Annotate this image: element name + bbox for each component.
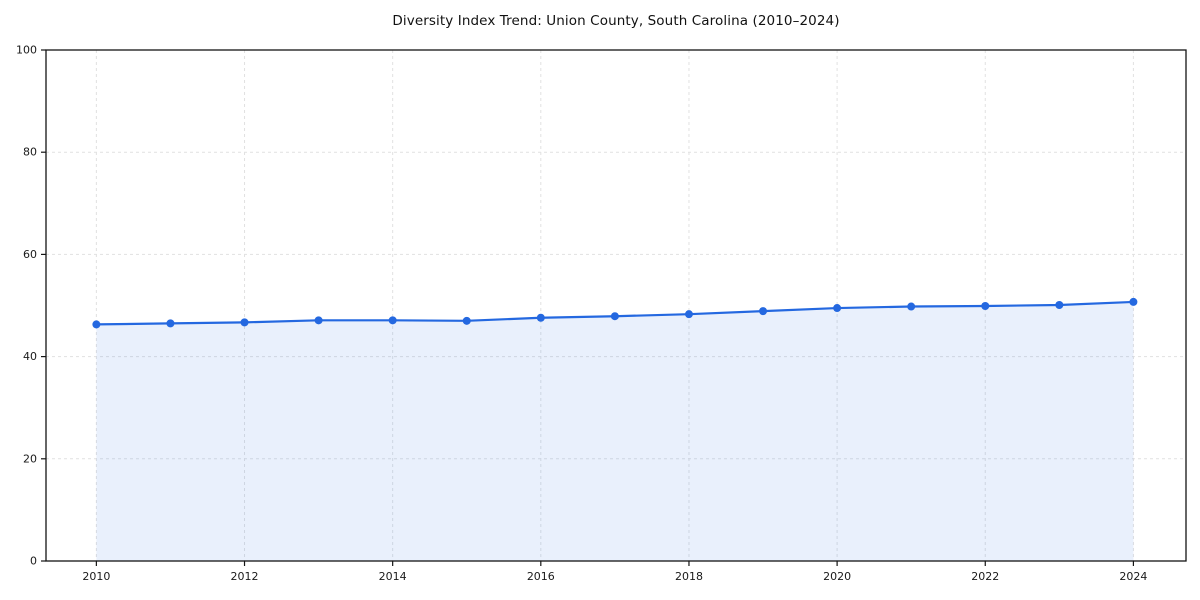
y-axis-tick-label: 40 [23,350,37,363]
x-axis-tick-label: 2012 [231,570,259,583]
x-axis-tick-label: 2010 [82,570,110,583]
x-axis-tick-label: 2024 [1119,570,1147,583]
data-point-marker [240,318,249,327]
data-point-marker [92,320,101,329]
x-axis-tick-label: 2020 [823,570,851,583]
chart-title: Diversity Index Trend: Union County, Sou… [392,13,840,29]
data-point-marker [684,310,693,319]
data-point-marker [833,304,842,313]
data-point-marker [759,307,768,316]
data-point-marker [166,319,175,328]
x-axis-tick-label: 2022 [971,570,999,583]
data-point-marker [907,302,916,311]
area-fill [96,301,1134,561]
x-axis-tick-label: 2016 [527,570,555,583]
plot-frame [45,49,1187,562]
data-point-marker [462,316,471,325]
y-axis-tick-label: 80 [23,146,37,159]
x-axis-tick-label: 2014 [379,570,407,583]
y-axis-tick-label: 100 [16,44,37,57]
data-point-marker [610,312,619,321]
y-axis-tick-label: 0 [30,555,37,568]
data-point-marker [536,313,545,322]
data-point-marker [388,316,397,325]
y-axis-tick-label: 20 [23,452,37,465]
data-point-marker [1129,297,1138,306]
y-axis-tick-label: 60 [23,248,37,261]
x-axis-tick-label: 2018 [675,570,703,583]
data-point-marker [314,316,323,325]
data-point-marker [1055,300,1064,309]
data-point-marker [981,302,990,311]
